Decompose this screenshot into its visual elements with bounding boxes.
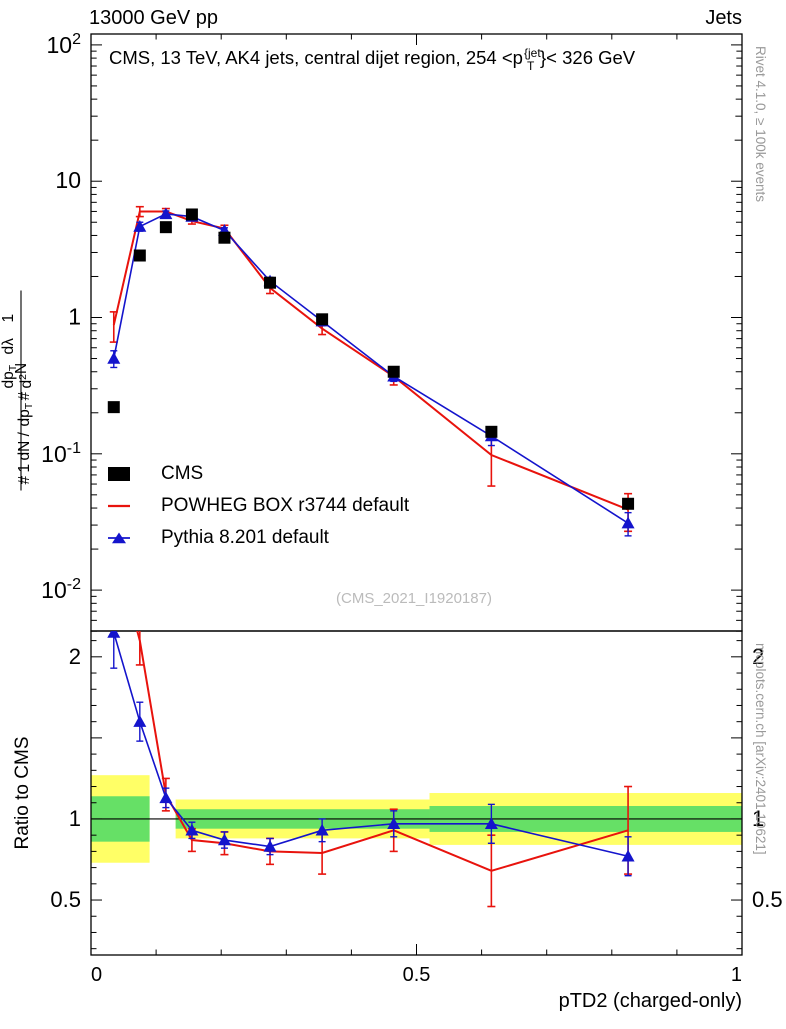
svg-text:0: 0: [91, 964, 102, 986]
svg-text:{jet: {jet: [524, 46, 541, 60]
svg-text:1: 1: [69, 806, 81, 831]
svg-text:T: T: [527, 59, 535, 73]
svg-text:1: 1: [731, 964, 742, 986]
svg-text:Rivet 4.1.0, ≥ 100k events: Rivet 4.1.0, ≥ 100k events: [753, 46, 768, 202]
svg-text:dλ: dλ: [0, 338, 17, 355]
svg-text:0.5: 0.5: [403, 964, 431, 986]
svg-text:CMS: CMS: [161, 463, 203, 484]
svg-text:10: 10: [55, 167, 81, 193]
svg-text:}< 326 GeV: }< 326 GeV: [540, 47, 636, 68]
svg-text:pTD2 (charged-only): pTD2 (charged-only): [559, 990, 742, 1012]
svg-text:0.5: 0.5: [752, 887, 783, 912]
svg-text:#: #: [16, 392, 33, 401]
svg-text:(CMS_2021_I1920187): (CMS_2021_I1920187): [336, 590, 492, 607]
svg-text:Pythia 8.201 default: Pythia 8.201 default: [161, 527, 330, 548]
svg-text:mcplots.cern.ch [arXiv:2401.10: mcplots.cern.ch [arXiv:2401.10621]: [753, 643, 768, 855]
svg-text:1: 1: [0, 314, 17, 323]
svg-text:1: 1: [68, 304, 81, 330]
svg-text:13000 GeV pp: 13000 GeV pp: [89, 7, 218, 29]
svg-text:POWHEG BOX r3744 default: POWHEG BOX r3744 default: [161, 495, 410, 516]
svg-text:2: 2: [69, 644, 81, 669]
svg-text:dN /: dN /: [16, 431, 33, 460]
svg-text:0.5: 0.5: [50, 887, 81, 912]
svg-text:CMS, 13 TeV, AK4 jets, central: CMS, 13 TeV, AK4 jets, central dijet reg…: [109, 47, 523, 68]
svg-text:#: #: [16, 476, 33, 485]
svg-text:Ratio to CMS: Ratio to CMS: [12, 737, 33, 850]
svg-text:1: 1: [16, 464, 33, 473]
svg-text:Jets: Jets: [705, 7, 742, 29]
